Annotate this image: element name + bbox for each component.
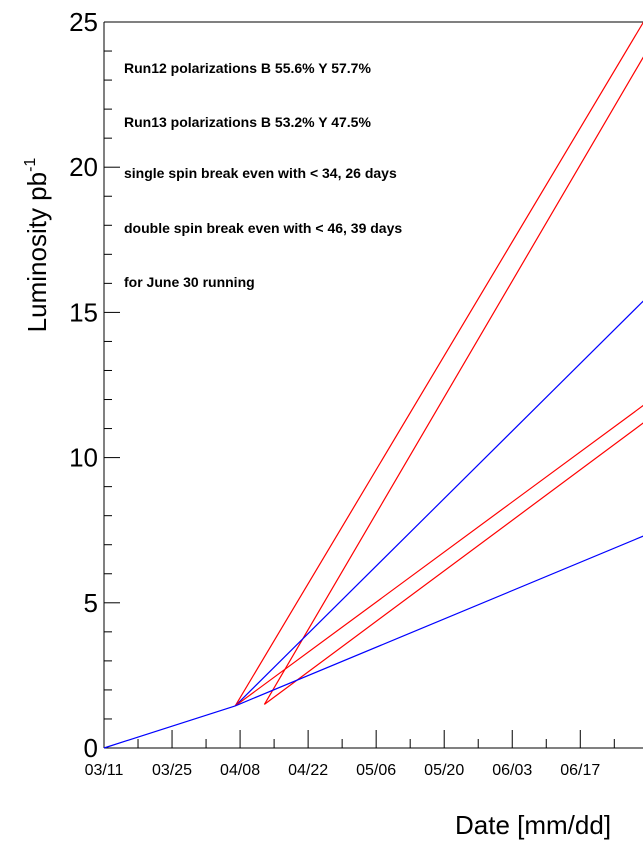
x-axis-title: Date [mm/dd] (455, 810, 611, 840)
x-tick-label: 06/03 (492, 762, 532, 779)
x-tick-label: 04/08 (220, 762, 260, 779)
y-axis-title: Luminosity pb-1 (22, 158, 52, 333)
annotation-double-spin: double spin break even with < 46, 39 day… (124, 220, 402, 236)
x-tick-label: 03/11 (85, 762, 124, 779)
series-line-blue (103, 705, 236, 749)
annotation-run12: Run12 polarizations B 55.6% Y 57.7% (124, 60, 371, 76)
x-tick-label: 03/25 (152, 762, 192, 779)
x-tick-label: 05/06 (356, 762, 396, 779)
x-tick-label: 06/17 (560, 762, 600, 779)
series-line-red (263, 56, 643, 705)
y-tick-label: 0 (84, 733, 98, 763)
annotation-single-spin: single spin break even with < 34, 26 day… (124, 165, 397, 181)
annotation-run13: Run13 polarizations B 53.2% Y 47.5% (124, 114, 371, 130)
y-axis-title-text: Luminosity pb (22, 172, 52, 332)
y-tick-label: 20 (69, 152, 98, 182)
x-tick-label: 05/20 (424, 762, 464, 779)
x-tick-label: 04/22 (288, 762, 328, 779)
y-axis-title-superscript: -1 (22, 158, 39, 172)
series-layer (103, 21, 643, 749)
y-tick-label: 10 (69, 443, 98, 473)
x-ticks: 03/11 03/25 04/08 04/22 05/06 05/20 06/03 06/17 (85, 730, 615, 779)
series-line-red (264, 422, 643, 705)
y-ticks: 0 5 10 15 20 25 (69, 7, 120, 763)
series-line-red (234, 21, 643, 707)
y-tick-label: 5 (84, 588, 98, 618)
series-line-blue (234, 300, 643, 707)
annotation-june30: for June 30 running (124, 274, 255, 290)
y-tick-label: 25 (69, 7, 98, 37)
series-line-blue (234, 535, 643, 707)
y-tick-label: 15 (69, 297, 98, 327)
series-line-red (234, 404, 643, 707)
